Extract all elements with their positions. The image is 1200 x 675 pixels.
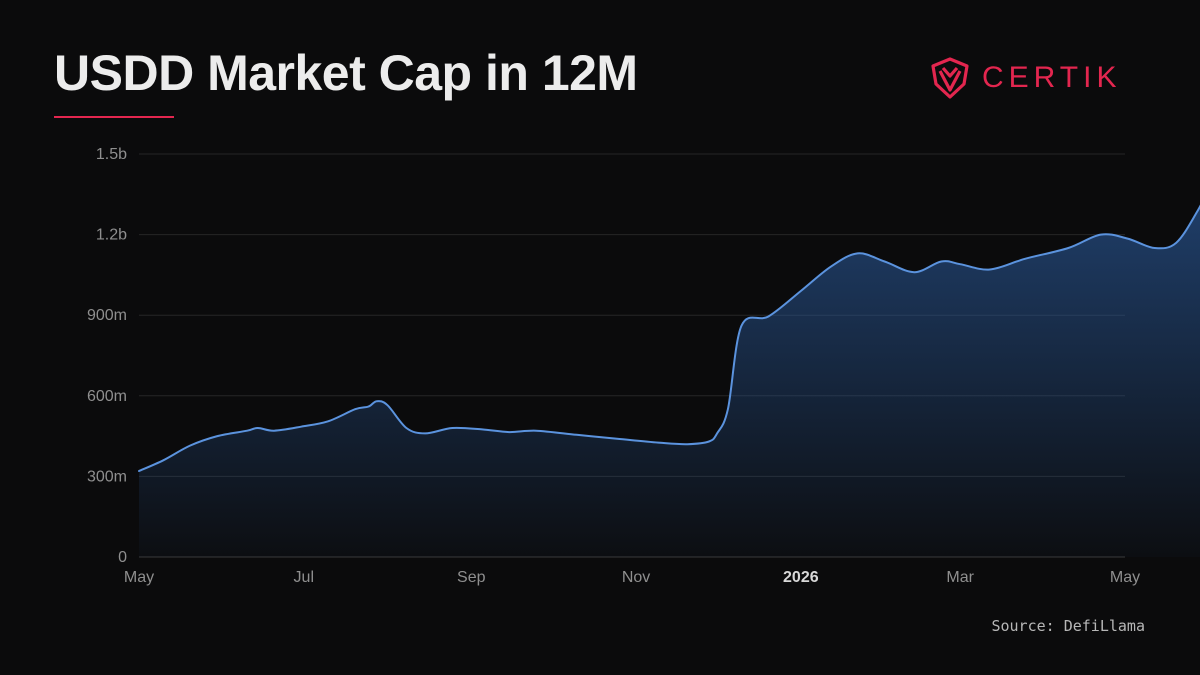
area-series [138, 204, 1200, 557]
market-cap-line [138, 204, 1200, 472]
y-tick-label: 1.2b [96, 227, 127, 244]
title-underline [54, 116, 174, 118]
x-tick-label: Mar [946, 569, 974, 586]
y-tick-label: 0 [118, 549, 127, 566]
y-tick-label: 1.5b [96, 146, 127, 163]
brand-name: CERTIK [982, 61, 1122, 94]
x-tick-label: 2026 [783, 569, 819, 586]
area-fill [139, 206, 1200, 557]
y-tick-label: 300m [87, 468, 127, 485]
source-label: Source: DefiLlama [991, 617, 1145, 635]
x-axis-ticks: May Jul Sep Nov 2026 Mar May [124, 569, 1140, 586]
x-tick-label: Nov [622, 569, 650, 586]
x-tick-label: May [124, 569, 154, 586]
x-tick-label: Sep [457, 569, 486, 586]
certik-shield-icon [931, 57, 969, 99]
x-tick-label: Jul [294, 569, 314, 586]
y-axis-ticks: 0 300m 600m 900m 1.2b 1.5b [87, 146, 127, 566]
certik-logo: CERTIK [928, 56, 1121, 100]
y-tick-label: 600m [87, 388, 127, 405]
y-tick-label: 900m [87, 307, 127, 324]
x-tick-label: May [1110, 569, 1140, 586]
page-title: USDD Market Cap in 12M [54, 45, 638, 101]
